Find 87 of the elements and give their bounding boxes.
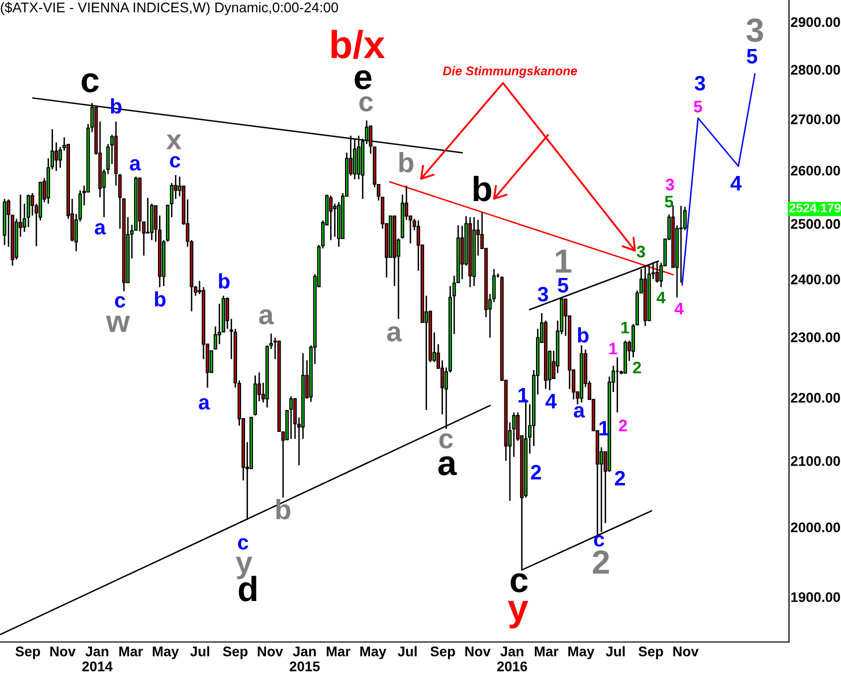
annotation: 4: [674, 302, 684, 314]
annotation: c: [82, 73, 99, 92]
x-tick-label: Mar: [326, 646, 350, 656]
annotation: b: [399, 152, 414, 172]
x-tick-label: Jul: [606, 646, 625, 656]
x-tick-label: Jul: [398, 646, 417, 656]
x-tick-label: Mar: [119, 646, 143, 656]
annotation: a: [438, 456, 457, 476]
annotation: c: [439, 433, 453, 448]
annotation: b/x: [331, 30, 385, 59]
annotation: c: [510, 573, 528, 592]
annotation: 3: [694, 76, 706, 91]
x-tick-label: Nov: [258, 646, 284, 656]
x-tick-label: Mar: [534, 646, 558, 656]
annotation: 2: [530, 464, 541, 480]
annotation: c: [115, 296, 126, 308]
annotation: Die Stimmungskanone: [442, 66, 578, 78]
y-tick-label: 2500.00: [790, 219, 840, 229]
annotation: 2: [632, 362, 641, 374]
text: 2524.179: [789, 204, 841, 212]
x-tick-label: May: [360, 646, 386, 660]
y-tick-label: 2700.00: [790, 114, 840, 124]
annotation: 3: [636, 246, 646, 258]
annotation: y: [508, 600, 528, 628]
annotation: x: [166, 134, 182, 150]
annotation: 5: [694, 100, 702, 112]
annotation: 5: [746, 49, 758, 64]
annotation: a: [130, 159, 141, 171]
annotation: 1: [556, 250, 572, 273]
annotation: c: [594, 535, 604, 547]
x-tick-label: Jan 2016: [497, 646, 528, 672]
annotation: c: [170, 156, 180, 168]
x-tick-label: Nov: [465, 646, 491, 656]
candlestick: [289, 396, 293, 440]
annotation: b: [578, 327, 589, 343]
y-tick-label: 2600.00: [790, 166, 840, 176]
annotation: c: [359, 96, 373, 112]
candlestick: [329, 195, 333, 241]
x-tick-label: Sep: [16, 646, 40, 660]
annotation: a: [387, 326, 402, 342]
annotation: a: [574, 406, 585, 418]
x-tick-label: Sep: [223, 646, 248, 660]
candlestick: [26, 194, 30, 228]
y-tick-label: 1900.00: [791, 592, 840, 602]
annotation: 5: [664, 196, 674, 208]
y-tick-label: 2200.00: [790, 392, 840, 403]
y-tick-label: 2400.00: [790, 274, 840, 284]
annotation: 5: [558, 278, 568, 293]
x-tick-label: Nov: [673, 646, 699, 656]
x-tick-label: May: [568, 646, 594, 660]
annotation: 3: [666, 178, 674, 190]
x-tick-label: Jul: [190, 646, 210, 656]
y-tick-label: 2900.00: [790, 17, 840, 28]
y-tick-label: 2300.00: [790, 332, 840, 342]
line-series: [681, 73, 756, 286]
annotation: b: [276, 499, 290, 520]
annotation: b: [155, 291, 166, 307]
annotation: 4: [656, 292, 666, 304]
annotation: 1: [609, 342, 618, 354]
annotation: 2: [592, 550, 609, 574]
annotation: b: [219, 273, 230, 289]
y-tick-label: 2100.00: [790, 456, 840, 466]
annotation: 1: [518, 388, 528, 402]
annotation: a: [259, 309, 274, 324]
annotation: w: [106, 316, 130, 332]
annotation: 2: [618, 420, 627, 432]
annotation: c: [238, 538, 248, 550]
x-tick-label: Nov: [50, 646, 76, 656]
chart-title: ($ATX-VIE - VIENNA INDICES,W) Dynamic,0:00-24:00: [0, 2, 338, 16]
x-tick-label: Jan 2014: [82, 646, 113, 672]
annotation: e: [354, 70, 372, 90]
x-tick-label: Jan 2015: [290, 646, 320, 672]
annotation: 4: [546, 394, 557, 408]
x-tick-label: May: [152, 646, 179, 660]
candlestick: [54, 142, 58, 172]
annotation: 3: [538, 286, 548, 302]
annotation: 3: [746, 18, 764, 42]
x-tick-label: Sep: [638, 646, 664, 660]
annotation: a: [198, 398, 210, 410]
annotation: 2: [614, 470, 625, 486]
y-tick-label: 2800.00: [790, 64, 840, 75]
y-tick-label: 2000.00: [790, 522, 840, 532]
annotation: a: [94, 223, 106, 235]
x-tick-label: Sep: [430, 646, 455, 660]
annotation: 4: [730, 176, 742, 190]
annotation: 1: [621, 322, 630, 334]
annotation: b: [474, 176, 492, 202]
